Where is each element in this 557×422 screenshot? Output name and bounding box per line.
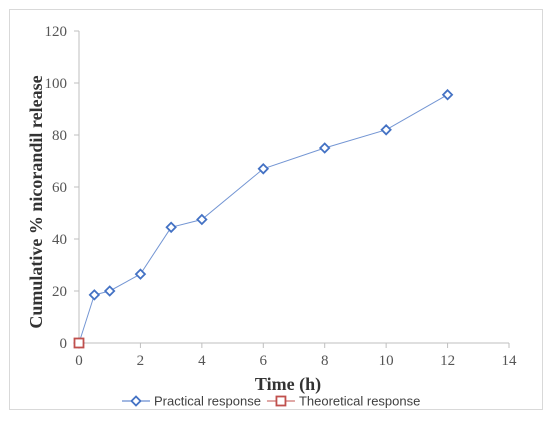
data-point (380, 124, 392, 136)
series-line (78, 94, 448, 344)
data-point (73, 337, 85, 349)
legend-item: Theoretical response (266, 394, 420, 409)
series-2 (73, 337, 85, 349)
data-point (103, 285, 116, 297)
x-tick-label: 2 (137, 353, 145, 369)
data-point (134, 268, 147, 280)
legend-item: Practical response (122, 394, 261, 409)
legend: Practical response Theoretical response (122, 394, 420, 409)
legend-marker (130, 395, 142, 407)
x-tick-label: 8 (321, 353, 329, 369)
x-tick-label: 6 (260, 353, 268, 369)
y-tick-label: 40 (52, 232, 67, 248)
legend-label: Theoretical response (299, 394, 420, 409)
legend-label: Practical response (154, 394, 261, 409)
x-tick-labels: 0 2 4 6 8 10 12 14 (75, 343, 517, 369)
data-point (165, 221, 177, 234)
data-point (318, 142, 331, 154)
series-1 (73, 88, 454, 349)
x-tick-label: 0 (75, 353, 83, 369)
y-tick-label: 80 (52, 128, 67, 144)
y-tick-labels: 0 20 40 60 80 100 120 (45, 24, 79, 352)
legend-marker (275, 395, 287, 407)
y-tick-label: 120 (45, 24, 68, 40)
data-point (196, 213, 208, 226)
y-tick-label: 60 (52, 180, 67, 196)
x-axis-title: Time (h) (255, 374, 321, 395)
x-tick-label: 10 (379, 353, 394, 369)
y-tick-label: 20 (52, 284, 67, 300)
data-point (441, 88, 454, 101)
y-tick-label: 100 (45, 76, 68, 92)
x-tick-label: 12 (440, 353, 455, 369)
y-tick-label: 0 (60, 336, 68, 352)
data-point (257, 163, 270, 175)
x-tick-label: 4 (198, 353, 206, 369)
series-layer (73, 88, 454, 349)
x-tick-label: 14 (502, 353, 518, 369)
data-point (88, 289, 101, 301)
y-axis-title: Cumulative % nicorandil release (26, 75, 46, 328)
